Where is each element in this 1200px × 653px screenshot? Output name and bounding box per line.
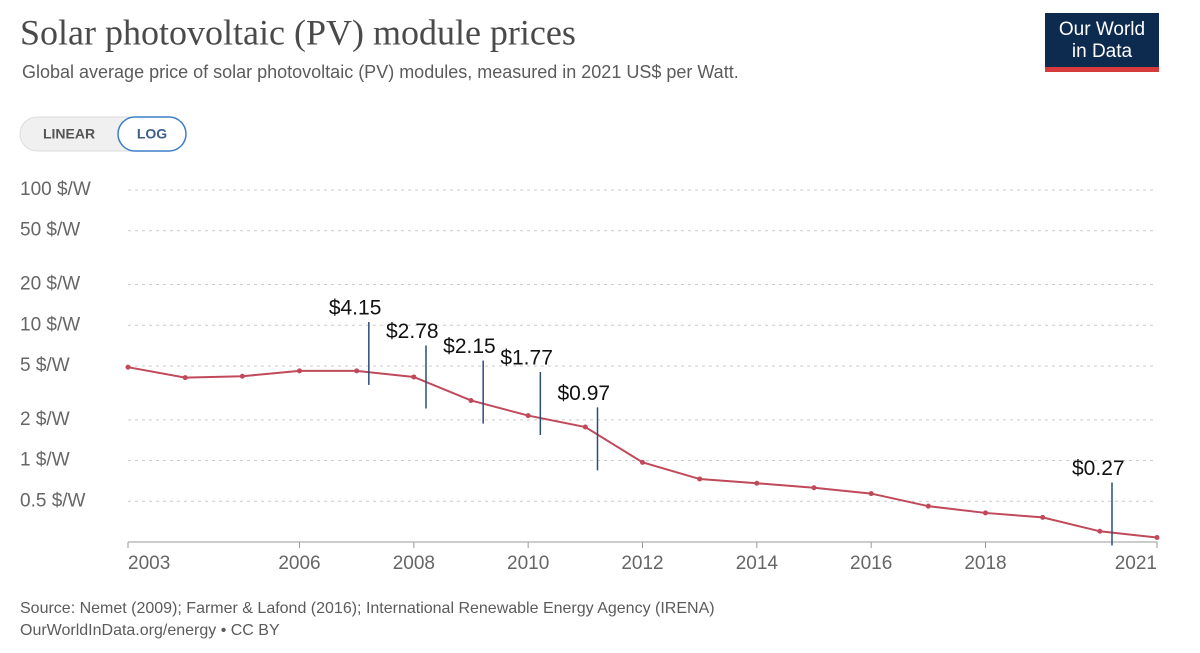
- point: [582, 424, 588, 430]
- point: [811, 485, 817, 491]
- data-label: $0.27: [1072, 457, 1125, 480]
- source: Source: Nemet (2009); Farmer & Lafond (2…: [20, 600, 715, 617]
- logo-bar: [1045, 67, 1159, 72]
- x-tick-label: 2018: [964, 553, 1006, 574]
- chart-subtitle: Global average price of solar photovolta…: [22, 62, 739, 82]
- x-tick-label: 2012: [621, 553, 663, 574]
- data-label: $1.77: [500, 347, 553, 370]
- toggle-log[interactable]: LOG: [137, 126, 167, 142]
- logo-text: Our World: [1059, 19, 1145, 40]
- y-tick-label: 20 $/W: [20, 274, 80, 295]
- point: [182, 375, 188, 381]
- y-tick-label: 100 $/W: [20, 179, 91, 200]
- license: OurWorldInData.org/energy • CC BY: [20, 622, 280, 639]
- x-tick-label: 2014: [736, 553, 779, 574]
- y-tick-label: 50 $/W: [20, 220, 80, 241]
- point: [697, 476, 703, 482]
- x-tick-label: 2008: [393, 553, 435, 574]
- point: [525, 413, 531, 419]
- point: [411, 374, 417, 380]
- line: [127, 366, 1158, 539]
- point: [1040, 514, 1046, 520]
- x-tick-label: 2021: [1115, 553, 1157, 574]
- x-tick-label: 2010: [507, 553, 549, 574]
- x-tick-label: 2016: [850, 553, 892, 574]
- data-label: $2.78: [386, 320, 439, 343]
- chart-title: Solar photovoltaic (PV) module prices: [20, 12, 576, 52]
- logo-box: [1045, 13, 1159, 67]
- point: [1097, 528, 1103, 534]
- point: [868, 491, 874, 497]
- point: [925, 503, 931, 509]
- y-tick-label: 0.5 $/W: [20, 490, 86, 511]
- toggle-active[interactable]: [117, 116, 187, 152]
- y-tick-label: 2 $/W: [20, 409, 70, 430]
- data-label: $0.97: [558, 382, 611, 405]
- point: [297, 368, 302, 374]
- x-tick-label: 2003: [128, 553, 170, 574]
- point: [239, 373, 245, 379]
- y-tick-label: 5 $/W: [20, 355, 70, 376]
- point: [1154, 534, 1160, 540]
- point: [125, 364, 131, 370]
- point: [354, 368, 360, 374]
- logo-text: in Data: [1072, 41, 1133, 62]
- point: [468, 397, 474, 403]
- data-label: $4.15: [329, 296, 382, 319]
- point: [640, 459, 645, 465]
- data-label: $2.15: [443, 335, 496, 358]
- x-tick-label: 2006: [278, 553, 320, 574]
- y-tick-label: 1 $/W: [20, 450, 70, 471]
- point: [754, 480, 760, 486]
- point: [983, 510, 988, 516]
- y-tick-label: 10 $/W: [20, 314, 80, 335]
- toggle-linear[interactable]: LINEAR: [43, 126, 95, 142]
